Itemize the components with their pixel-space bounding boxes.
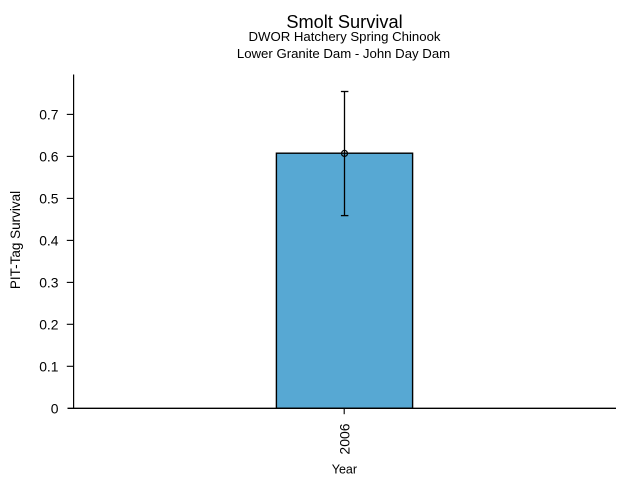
- svg-text:Year: Year: [332, 463, 357, 477]
- svg-text:0.4: 0.4: [39, 232, 59, 248]
- svg-text:PIT-Tag Survival: PIT-Tag Survival: [8, 191, 23, 289]
- svg-text:0.6: 0.6: [39, 148, 59, 164]
- svg-text:Lower Granite Dam - John Day D: Lower Granite Dam - John Day Dam: [237, 46, 450, 61]
- svg-text:0: 0: [51, 400, 59, 416]
- svg-text:0.3: 0.3: [39, 274, 59, 290]
- svg-text:0.1: 0.1: [39, 358, 59, 374]
- svg-text:0.5: 0.5: [39, 190, 59, 206]
- svg-text:Smolt Survival: Smolt Survival: [286, 12, 402, 32]
- svg-text:2006: 2006: [336, 423, 352, 454]
- svg-text:0.7: 0.7: [39, 106, 59, 122]
- svg-text:DWOR Hatchery Spring Chinook: DWOR Hatchery Spring Chinook: [248, 29, 440, 44]
- svg-text:0.2: 0.2: [39, 316, 59, 332]
